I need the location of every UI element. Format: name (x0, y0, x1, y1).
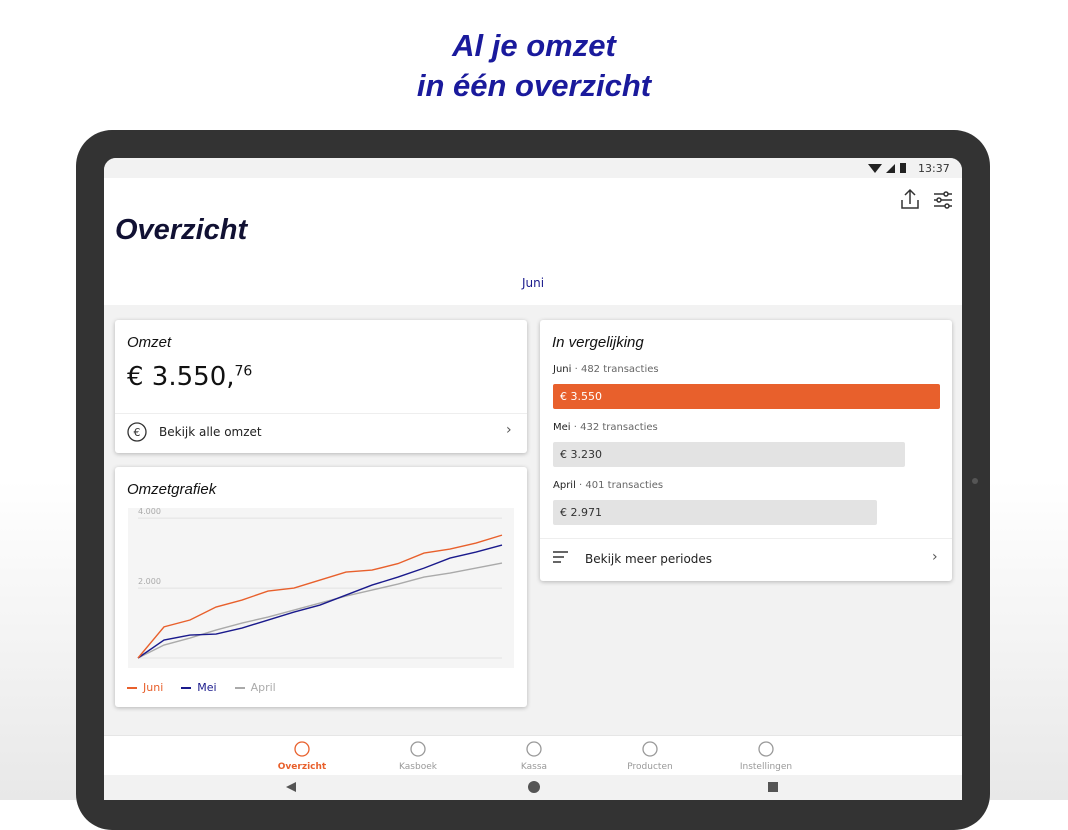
status-bar: 13:37 (104, 158, 962, 178)
nav-item[interactable]: Kassa (520, 762, 548, 772)
camera (972, 478, 978, 484)
series-line (137, 544, 503, 659)
y-tick-label: 4.000 (138, 508, 161, 516)
headline: Al je omzet (452, 28, 616, 63)
nav-item[interactable]: Kasboek (399, 762, 437, 772)
euro-icon: € (127, 422, 147, 442)
legend-swatch (127, 687, 137, 689)
nav-item[interactable]: Overzicht (277, 762, 327, 772)
nav-icon (525, 740, 543, 762)
screen: 13:37 Overzicht Juni Omzet € 3.550,76 € … (104, 158, 962, 800)
month: Mei (553, 422, 571, 433)
legend-swatch (181, 687, 192, 689)
period-tab[interactable]: Juni (521, 276, 545, 290)
nav-glyph (642, 741, 658, 757)
nav-item[interactable]: Producten (627, 762, 673, 772)
card-title: Omzetgrafiek (127, 481, 217, 498)
nav-icon (641, 740, 659, 762)
nav-item[interactable]: Instellingen (739, 762, 793, 772)
nav-icon (757, 740, 775, 762)
bar: € 3.550 (553, 384, 940, 409)
comparison-card: In vergelijking Juni · 482 transacties € … (540, 320, 952, 581)
nav-glyph (294, 741, 310, 757)
omzet-card: Omzet € 3.550,76 € Bekijk alle omzet › (115, 320, 527, 453)
system-buttons (286, 781, 778, 793)
legend-label: Mei (197, 681, 217, 694)
legend-item: Mei (181, 681, 217, 694)
system-nav (104, 775, 962, 800)
transactions: · 401 transacties (579, 480, 664, 491)
amount-main: € 3.550, (127, 362, 235, 392)
status-icons (868, 163, 906, 173)
amount-cents: 76 (234, 363, 253, 380)
month: April (553, 480, 576, 491)
legend-label: April (250, 681, 276, 694)
link[interactable]: Bekijk alle omzet (159, 425, 262, 439)
header: Overzicht Juni (104, 178, 962, 305)
legend-label: Juni (143, 681, 164, 694)
month: Juni (553, 364, 572, 375)
header-icons (901, 188, 952, 209)
chart-card: Omzetgrafiek 2.000 4.000 Juni Mei April (115, 467, 527, 707)
transactions: · 432 transacties (573, 422, 658, 433)
bar-label: € 3.550 (560, 390, 602, 403)
headline: in één overzicht (416, 68, 652, 103)
nav-glyph (410, 741, 426, 757)
nav-glyph (526, 741, 542, 757)
bar: € 3.230 (553, 442, 906, 467)
chevron: › (506, 422, 512, 438)
transactions: · 482 transacties (574, 364, 659, 375)
legend-item: April (234, 681, 276, 694)
status-time: 13:37 (918, 162, 950, 175)
bar-caption: Mei · 432 transacties (553, 422, 658, 433)
legend: Juni Mei April (127, 681, 276, 694)
nav-icon (409, 740, 427, 762)
card-title: Omzet (127, 334, 172, 351)
bar-caption: April · 401 transacties (553, 480, 663, 491)
periods-icon (553, 551, 568, 563)
series-line (137, 534, 503, 659)
y-tick-label: 2.000 (138, 577, 161, 586)
bar-caption: Juni · 482 transacties (553, 364, 659, 375)
legend-swatch (234, 687, 245, 689)
nav-glyph (758, 741, 774, 757)
bar-label: € 2.971 (560, 506, 602, 519)
amount: € 3.550,76 (127, 362, 252, 392)
bar: € 2.971 (553, 500, 877, 525)
legend-item: Juni (127, 681, 163, 694)
bar-label: € 3.230 (560, 448, 602, 461)
page-title: Overzicht (115, 214, 248, 246)
card-title: In vergelijking (552, 334, 644, 351)
bottom-nav: Overzicht Kasboek Kassa Producten Instelling… (104, 735, 962, 776)
line-chart: 2.000 4.000 (128, 508, 514, 668)
svg-text:€: € (134, 426, 141, 439)
chevron: › (932, 549, 938, 565)
link[interactable]: Bekijk meer periodes (585, 552, 713, 566)
nav-icon (293, 740, 311, 762)
